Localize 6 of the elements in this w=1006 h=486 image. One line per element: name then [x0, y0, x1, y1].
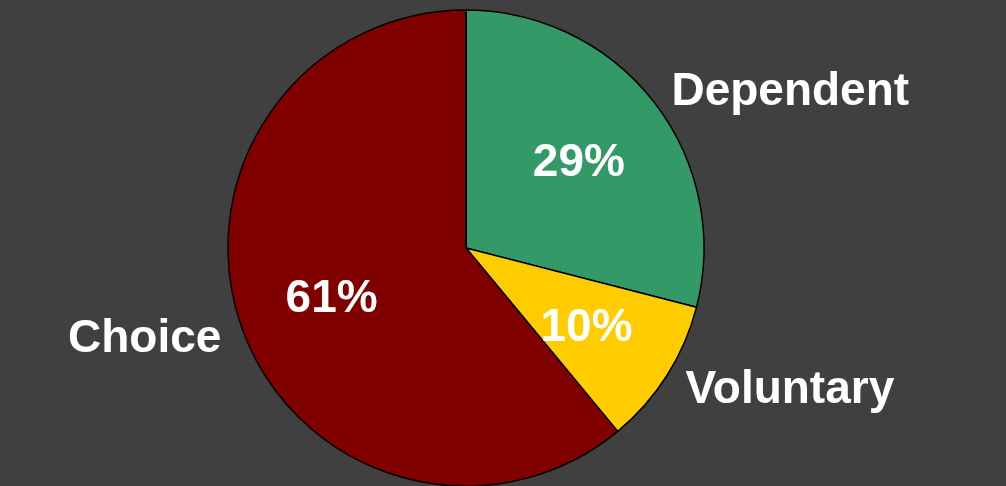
- data-label: 29%: [532, 134, 625, 187]
- data-label: 10%: [540, 298, 633, 351]
- data-label: 61%: [285, 270, 378, 323]
- slice-label: Voluntary: [685, 361, 895, 414]
- slice-label: Dependent: [671, 62, 910, 115]
- slice-label: Choice: [68, 310, 222, 363]
